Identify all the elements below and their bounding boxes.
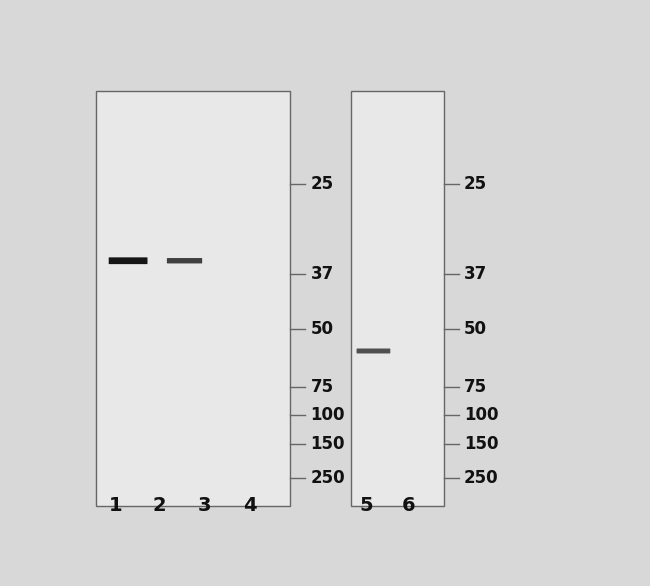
Text: 25: 25 [311, 175, 333, 193]
Text: 250: 250 [464, 469, 499, 486]
Text: 75: 75 [464, 379, 488, 397]
Text: 1: 1 [109, 496, 122, 515]
FancyBboxPatch shape [109, 257, 148, 264]
Text: 50: 50 [464, 321, 487, 338]
Text: 4: 4 [243, 496, 257, 515]
Text: 50: 50 [311, 321, 333, 338]
Text: 100: 100 [464, 406, 499, 424]
Text: 75: 75 [311, 379, 333, 397]
Text: 37: 37 [464, 265, 488, 283]
FancyBboxPatch shape [357, 349, 390, 353]
Text: 5: 5 [359, 496, 373, 515]
Text: 100: 100 [311, 406, 345, 424]
Text: 3: 3 [198, 496, 211, 515]
Text: 6: 6 [402, 496, 415, 515]
Text: 37: 37 [311, 265, 333, 283]
Text: 2: 2 [153, 496, 166, 515]
Text: 25: 25 [464, 175, 488, 193]
FancyBboxPatch shape [167, 258, 202, 264]
Text: 250: 250 [311, 469, 345, 486]
Polygon shape [96, 91, 291, 506]
Text: 150: 150 [464, 435, 499, 454]
Polygon shape [351, 91, 444, 506]
Text: 150: 150 [311, 435, 345, 454]
